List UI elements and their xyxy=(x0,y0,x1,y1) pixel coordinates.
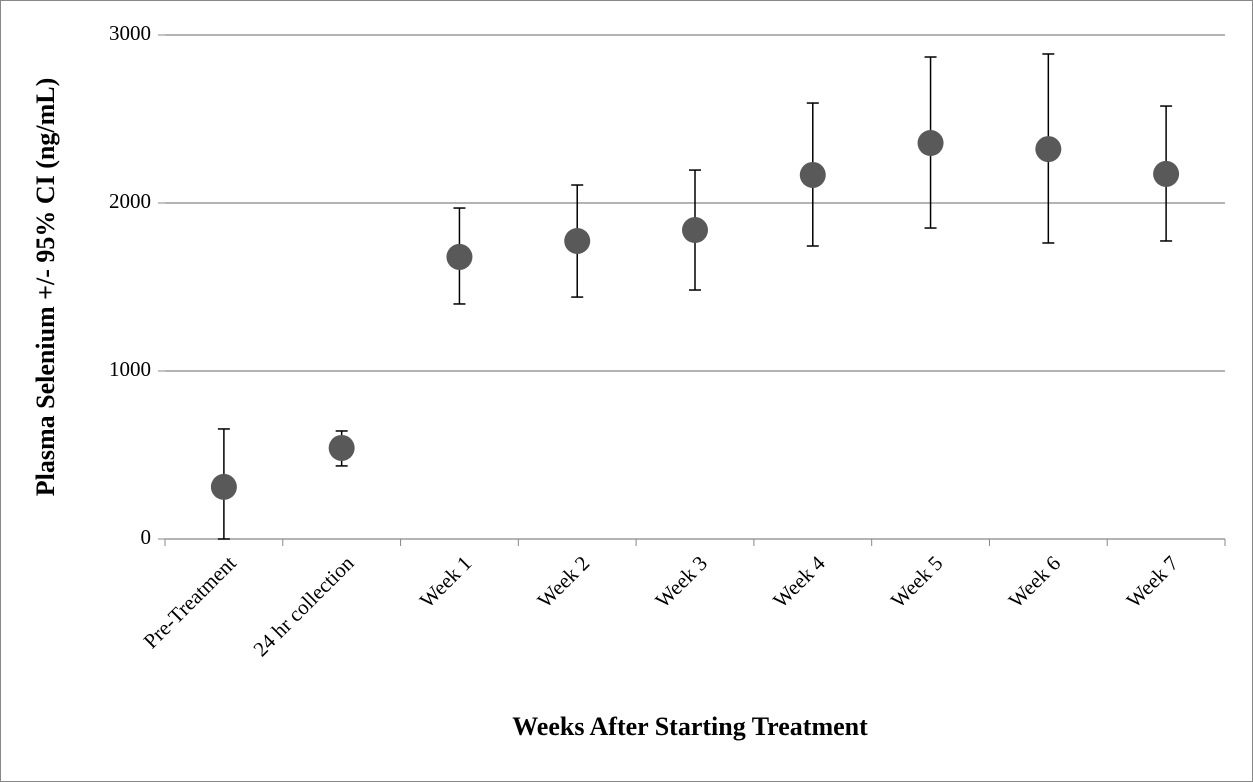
y-tick-label: 2000 xyxy=(109,189,151,213)
data-point xyxy=(917,130,944,157)
y-tick-label: 1000 xyxy=(109,357,151,381)
data-point xyxy=(799,161,826,188)
x-axis-title: Weeks After Starting Treatment xyxy=(512,712,868,741)
data-point xyxy=(210,473,237,500)
y-tick-label: 3000 xyxy=(109,21,151,45)
data-point xyxy=(682,217,708,244)
data-point xyxy=(564,227,591,254)
data-point xyxy=(1153,160,1180,187)
y-axis-title: Plasma Selenium +/- 95% CI (ng/mL) xyxy=(31,78,60,497)
data-point xyxy=(446,243,473,270)
data-point xyxy=(1035,136,1062,163)
data-point xyxy=(328,434,355,461)
y-tick-label: 0 xyxy=(141,525,152,549)
